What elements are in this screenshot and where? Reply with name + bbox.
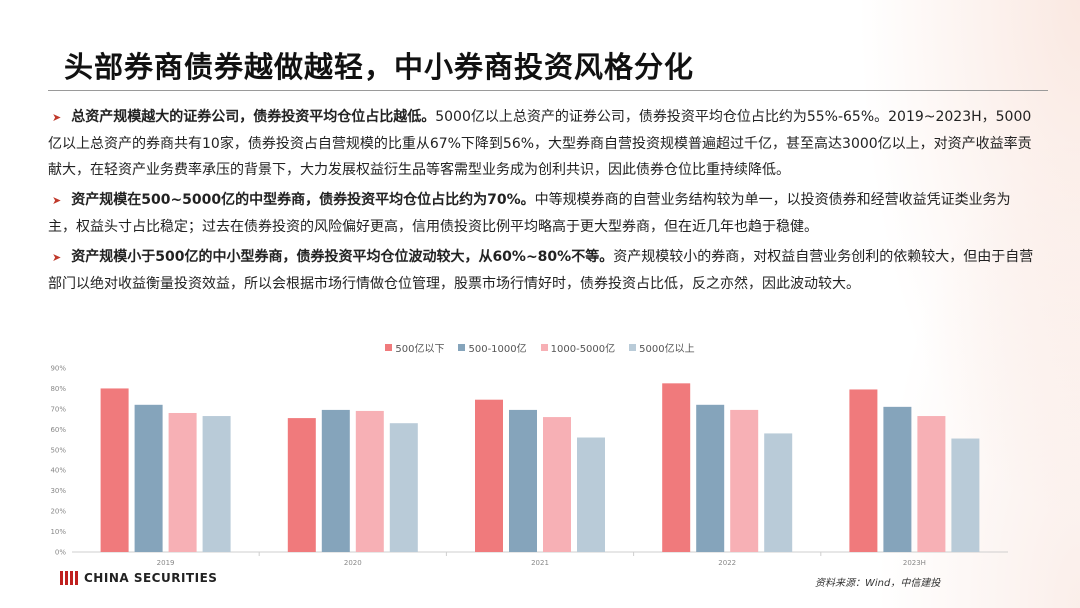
bullet-heading: 资产规模小于500亿的中小型券商，债券投资平均仓位波动较大，从60%~80%不等…: [71, 249, 614, 265]
bar: [475, 399, 503, 552]
bar: [321, 409, 350, 552]
bullet-item: ➤ 资产规模在500~5000亿的中型券商，债券投资平均仓位占比约为70%。中等规…: [48, 187, 1038, 240]
bullet-text: 中等规模券商的自营业务结构较为单一，以投资债券和经营收益凭证类业务为主，权益头寸…: [48, 192, 1011, 235]
bar-chart: 0% 10% 20% 30% 40% 50% 60% 70% 80% 90% 2019 2020 202…: [50, 365, 1008, 567]
bar: [355, 410, 384, 552]
bar: [849, 389, 878, 552]
bar: [168, 412, 197, 552]
y-tick-label: 70%: [50, 405, 66, 413]
company-logo: CHINA SECURITIES: [60, 571, 217, 585]
legend-label: 1000-5000亿: [550, 344, 616, 355]
legend-swatch: [540, 344, 548, 351]
bullet-text: 5000亿以上总资产的证券公司，债券投资平均仓位占比约为55%-65%。2019…: [48, 109, 1032, 178]
legend-item: 5000亿以上: [629, 340, 695, 355]
y-tick-label: 20%: [50, 508, 66, 516]
bar: [100, 388, 129, 552]
logo-text: CHINA SECURITIES: [84, 571, 218, 585]
legend-label: 5000亿以上: [639, 344, 695, 355]
bar: [287, 418, 316, 552]
bullet-item: ➤ 总资产规模越大的证券公司，债券投资平均仓位占比越低。5000亿以上总资产的证券…: [48, 104, 1038, 183]
bar: [696, 404, 725, 552]
y-tick-label: 10%: [50, 528, 66, 536]
bar: [389, 423, 418, 552]
bar: [662, 383, 691, 552]
arrow-bullet-icon: ➤: [52, 111, 62, 124]
y-tick-label: 50%: [50, 446, 66, 454]
x-tick-label: 2023H: [903, 559, 926, 567]
x-tick-label: 2022: [718, 559, 736, 567]
bar: [509, 409, 537, 552]
legend-item: 1000-5000亿: [540, 340, 616, 355]
bullet-heading: 总资产规模越大的证券公司，债券投资平均仓位占比越低。: [71, 109, 436, 125]
y-tick-label: 30%: [50, 487, 66, 495]
title-divider: [48, 90, 1048, 91]
y-tick-label: 40%: [50, 467, 66, 475]
source-note: 资料来源：Wind，中信建投: [815, 578, 941, 589]
legend-label: 500亿以下: [395, 344, 445, 355]
chart-legend: 500亿以下 500-1000亿 1000-5000亿 5000亿以上: [0, 340, 1080, 355]
y-tick-label: 80%: [50, 385, 66, 393]
y-tick-label: 60%: [50, 426, 66, 434]
bar: [134, 404, 163, 552]
bar: [730, 409, 759, 552]
bar: [951, 438, 980, 552]
y-tick-label: 90%: [50, 365, 66, 373]
legend-item: 500-1000亿: [458, 340, 527, 355]
bar: [202, 416, 231, 552]
x-tick-label: 2019: [157, 559, 175, 567]
page-title: 头部券商债券越做越轻，中小券商投资风格分化: [64, 50, 695, 84]
legend-label: 500-1000亿: [468, 344, 527, 355]
bar: [577, 437, 605, 552]
bullet-list: ➤ 总资产规模越大的证券公司，债券投资平均仓位占比越低。5000亿以上总资产的证券…: [48, 104, 1038, 301]
x-tick-label: 2020: [344, 559, 362, 567]
x-tick-label: 2021: [531, 559, 549, 567]
bullet-item: ➤ 资产规模小于500亿的中小型券商，债券投资平均仓位波动较大，从60%~80%不…: [48, 244, 1038, 297]
legend-swatch: [385, 344, 393, 351]
legend-item: 500亿以下: [385, 340, 444, 355]
arrow-bullet-icon: ➤: [52, 194, 62, 207]
bullet-heading: 资产规模在500~5000亿的中型券商，债券投资平均仓位占比约为70%。: [71, 192, 535, 208]
bar: [543, 417, 571, 552]
bar: [917, 416, 946, 552]
legend-swatch: [458, 344, 466, 351]
logo-mark-icon: [60, 571, 78, 585]
legend-swatch: [629, 344, 637, 351]
bullet-text: 资产规模较小的券商，对权益自营业务创利的依赖较大，但由于自营部门以绝对收益衡量投…: [48, 249, 1034, 292]
bar: [883, 406, 912, 552]
bar: [764, 433, 793, 552]
y-tick-label: 0%: [55, 549, 66, 557]
arrow-bullet-icon: ➤: [52, 251, 62, 264]
